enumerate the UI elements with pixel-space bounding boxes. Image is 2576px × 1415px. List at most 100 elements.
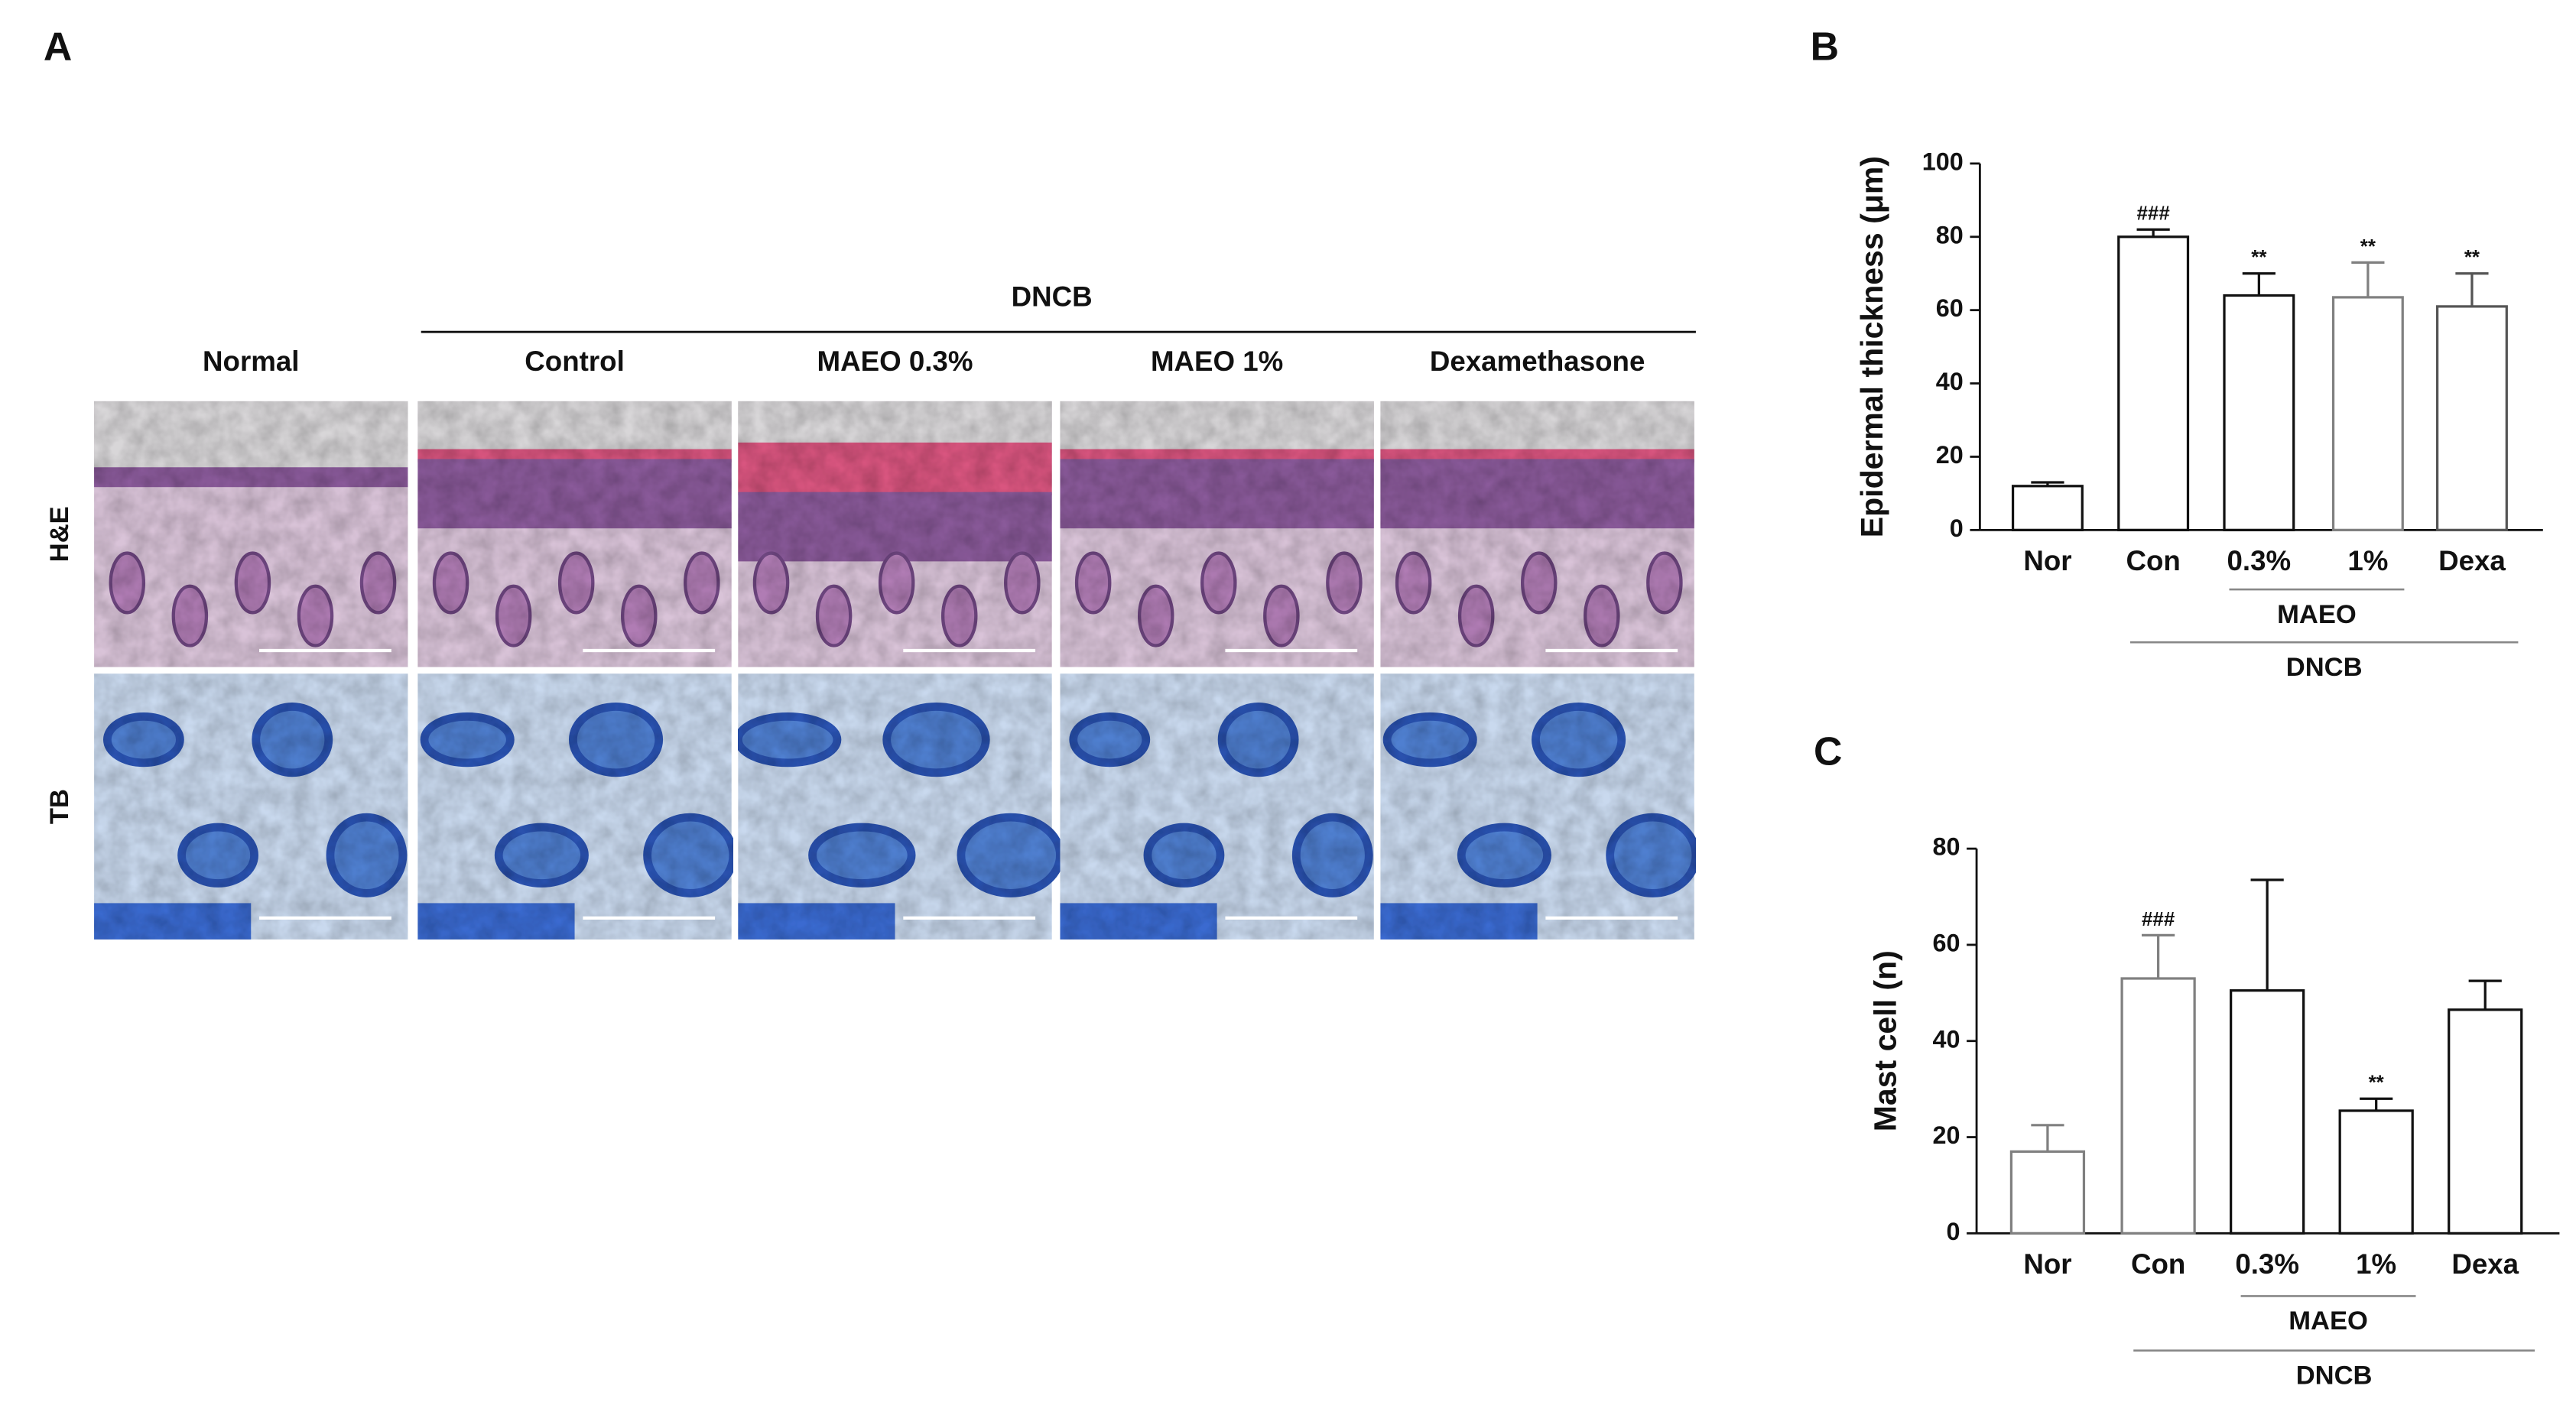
epidermis [1060, 459, 1374, 529]
y-tick-label: 40 [1936, 368, 1964, 395]
panel-letter: A [44, 24, 72, 69]
y-axis-label: Mast cell (n) [1867, 950, 1902, 1131]
row-header: H&E [45, 506, 74, 562]
follicle [1004, 551, 1041, 615]
significance-label: ** [2251, 247, 2267, 268]
follicle [878, 551, 915, 615]
dermis-band [1060, 903, 1217, 940]
column-header: Dexamethasone [1430, 346, 1645, 377]
follicle [171, 584, 209, 647]
x-tick-label: Nor [2023, 1248, 2071, 1280]
group-label: DNCB [2296, 1361, 2373, 1390]
bar [2223, 294, 2295, 531]
bar [2338, 1109, 2414, 1235]
follicle [420, 712, 515, 768]
column-header: Control [525, 346, 624, 377]
y-tick-label: 100 [1922, 148, 1964, 175]
tb-micrograph [1380, 673, 1701, 940]
he-micrograph [1060, 401, 1374, 667]
follicle [1382, 712, 1477, 768]
x-tick-label: Dexa [2451, 1248, 2519, 1280]
follicle [495, 584, 532, 647]
y-tick-label: 80 [1936, 221, 1964, 248]
group-label: MAEO [2277, 600, 2357, 629]
group-label: DNCB [1012, 281, 1093, 313]
y-axis-label: Epidermal thickness (μm) [1854, 156, 1889, 537]
y-tick-label: 0 [1950, 514, 1964, 542]
background [94, 401, 408, 468]
follicle [252, 703, 333, 777]
follicle [1069, 712, 1151, 768]
tb-micrograph [417, 673, 738, 940]
significance-label: ### [2142, 909, 2175, 930]
follicle [1584, 584, 1620, 647]
y-tick-label: 60 [1936, 294, 1964, 322]
x-tick-label: 0.3% [2235, 1248, 2299, 1280]
x-tick-label: 1% [2347, 545, 2388, 576]
follicle [177, 823, 258, 888]
x-tick-label: Con [2131, 1248, 2185, 1280]
follicle [1143, 823, 1225, 888]
significance-label: ** [2464, 247, 2480, 268]
follicle [684, 551, 720, 615]
follicle [1291, 813, 1373, 897]
follicle [643, 813, 738, 897]
y-tick-label: 40 [1932, 1025, 1960, 1053]
chart: C Mast cell (n) 0 20 40 60 80 Nor ### Con 0.3% ** 1%… [1814, 729, 2560, 1390]
bar [2011, 485, 2084, 531]
x-tick-label: Con [2126, 545, 2180, 576]
follicle [1457, 584, 1495, 647]
follicle [1532, 703, 1626, 777]
epidermis [738, 492, 1052, 562]
tb-micrograph [733, 673, 1064, 940]
follicle [326, 813, 408, 897]
bar [2230, 989, 2305, 1235]
follicle [815, 584, 853, 647]
column-header: Normal [203, 346, 299, 377]
follicle [1217, 703, 1299, 777]
column-header: MAEO 0.3% [817, 346, 973, 377]
dermis-band [1380, 903, 1538, 940]
group-label: DNCB [2286, 653, 2363, 682]
y-tick-label: 20 [1936, 441, 1964, 469]
follicle [557, 551, 595, 615]
follicle [752, 551, 790, 615]
x-tick-label: Nor [2023, 545, 2071, 576]
follicle [1606, 813, 1701, 897]
panel-letter: C [1814, 729, 1842, 774]
dermis-band [417, 903, 575, 940]
follicle [234, 551, 271, 615]
follicle [1200, 551, 1237, 615]
panel-a: A DNCB Normal Control MAEO 0.3% MAEO 1% Dexa… [44, 24, 1701, 940]
epidermis [1380, 459, 1694, 529]
charts: B Epidermal thickness (μm) 0 20 40 60 80 100 Nor… [1811, 24, 2560, 1390]
panel-letter: B [1811, 24, 1839, 69]
chart: B Epidermal thickness (μm) 0 20 40 60 80 100 Nor… [1811, 24, 2543, 682]
stratum-corneum [738, 442, 1052, 495]
y-tick-label: 20 [1932, 1121, 1960, 1149]
dermis-band [94, 903, 252, 940]
significance-label: ** [2369, 1073, 2385, 1094]
x-tick-label: Dexa [2438, 545, 2506, 576]
follicle [359, 551, 397, 615]
column-header: MAEO 1% [1151, 346, 1283, 377]
follicle [1395, 551, 1432, 615]
follicle [882, 703, 990, 777]
follicle [1457, 823, 1551, 888]
follicle [621, 584, 658, 647]
tb-micrograph [1060, 673, 1374, 940]
follicle [1137, 584, 1174, 647]
follicle [1263, 584, 1300, 647]
follicle [494, 823, 589, 888]
bar [2117, 235, 2190, 531]
x-tick-label: 0.3% [2227, 545, 2292, 576]
he-micrograph [738, 401, 1052, 667]
x-tick-label: 1% [2356, 1248, 2396, 1280]
significance-label: ### [2137, 203, 2170, 225]
follicle [432, 551, 469, 615]
follicle [1074, 551, 1112, 615]
he-micrograph [1380, 401, 1694, 667]
bar [2120, 977, 2196, 1235]
bar [2435, 305, 2508, 531]
